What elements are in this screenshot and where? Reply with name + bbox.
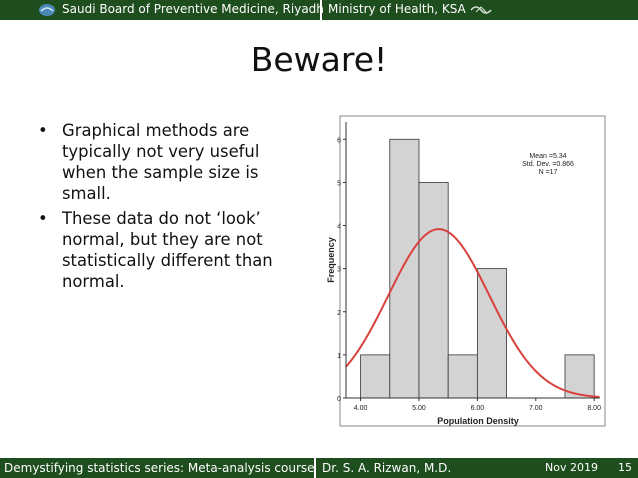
slide-title: Beware! bbox=[250, 40, 388, 79]
bullet-item: • Graphical methods are typically not ve… bbox=[36, 120, 286, 204]
bullet-dot-icon: • bbox=[38, 209, 48, 228]
y-tick-label: 5 bbox=[337, 180, 341, 187]
y-axis-label: Frequency bbox=[326, 237, 336, 283]
header-divider bbox=[320, 0, 322, 20]
bullet-text: Graphical methods are typically not very… bbox=[62, 121, 260, 203]
ministry-logo-icon bbox=[470, 6, 492, 14]
x-tick-label: 7.00 bbox=[529, 405, 543, 412]
x-tick-label: 6.00 bbox=[471, 405, 485, 412]
header-right-text: Ministry of Health, KSA bbox=[328, 2, 466, 16]
histogram-chart: 0 1 2 3 4 5 6 4.00 5.00 6.00 7.00 8.00 Population De… bbox=[326, 115, 606, 427]
histogram-bar bbox=[418, 181, 449, 399]
bullet-list: • Graphical methods are typically not ve… bbox=[36, 120, 286, 296]
bullet-dot-icon: • bbox=[38, 121, 48, 140]
footer-course: Demystifying statistics series: Meta-ana… bbox=[4, 461, 315, 475]
histogram-figure: 0 1 2 3 4 5 6 4.00 5.00 6.00 7.00 8.00 Population De… bbox=[320, 114, 610, 432]
footer-divider bbox=[314, 458, 316, 478]
bullet-item: • These data do not ‘look’ normal, but t… bbox=[36, 208, 286, 292]
x-axis-label: Population Density bbox=[437, 416, 519, 426]
header-bar: Saudi Board of Preventive Medicine, Riya… bbox=[0, 0, 638, 20]
x-tick-label: 4.00 bbox=[354, 405, 368, 412]
histogram-bar bbox=[476, 268, 507, 399]
y-tick-label: 6 bbox=[337, 137, 341, 144]
stats-annotation: N =17 bbox=[539, 169, 558, 176]
y-tick-label: 0 bbox=[337, 396, 341, 403]
histogram-bar bbox=[447, 354, 478, 399]
histogram-bar bbox=[360, 354, 391, 399]
footer-bar: Demystifying statistics series: Meta-ana… bbox=[0, 458, 638, 478]
header-left-text: Saudi Board of Preventive Medicine, Riya… bbox=[62, 2, 324, 16]
stats-annotation: Mean =5.34 bbox=[529, 153, 566, 160]
histogram-bar bbox=[389, 138, 420, 399]
footer-date: Nov 2019 bbox=[545, 461, 598, 474]
footer-author: Dr. S. A. Rizwan, M.D. bbox=[322, 461, 452, 475]
normal-curve-line bbox=[345, 228, 600, 398]
page-number: 15 bbox=[618, 461, 632, 474]
y-tick-label: 2 bbox=[337, 310, 341, 317]
bullet-text: These data do not ‘look’ normal, but the… bbox=[62, 209, 273, 291]
x-tick-label: 8.00 bbox=[587, 405, 601, 412]
saudi-board-logo-icon bbox=[39, 4, 55, 16]
stats-annotation: Std. Dev. =0.866 bbox=[522, 161, 574, 168]
y-tick-label: 3 bbox=[337, 267, 341, 274]
y-tick-label: 4 bbox=[337, 224, 341, 231]
y-tick-label: 1 bbox=[337, 353, 341, 360]
x-tick-label: 5.00 bbox=[412, 405, 426, 412]
